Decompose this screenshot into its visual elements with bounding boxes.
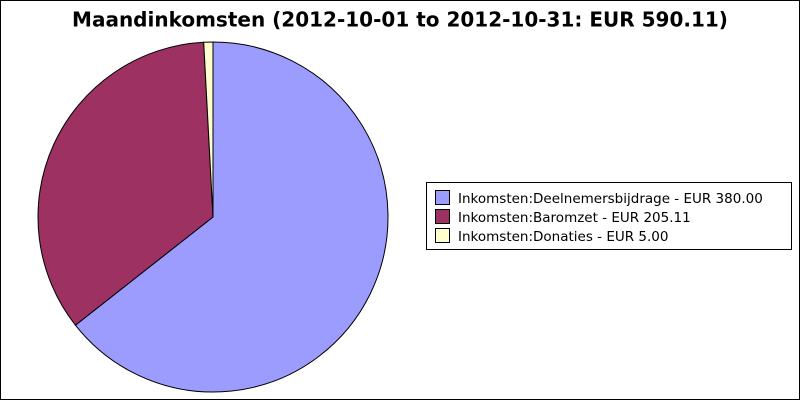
legend-box bbox=[426, 182, 792, 250]
legend: Inkomsten:Deelnemersbijdrage - EUR 380.0… bbox=[435, 190, 763, 245]
legend-text: Inkomsten:Donaties - EUR 5.00 bbox=[458, 229, 668, 245]
legend-swatch bbox=[435, 228, 450, 243]
legend-text: Inkomsten:Deelnemersbijdrage - EUR 380.0… bbox=[458, 191, 763, 207]
legend-swatch bbox=[435, 209, 450, 224]
pie-slice bbox=[203, 41, 214, 218]
chart-title: Maandinkomsten (2012-10-01 to 2012-10-31… bbox=[72, 8, 728, 32]
legend-swatch bbox=[435, 190, 450, 205]
pie-slice bbox=[74, 41, 389, 393]
legend-text: Inkomsten:Baromzet - EUR 205.11 bbox=[458, 210, 691, 226]
pie bbox=[37, 41, 389, 393]
pie-slice bbox=[37, 41, 214, 326]
